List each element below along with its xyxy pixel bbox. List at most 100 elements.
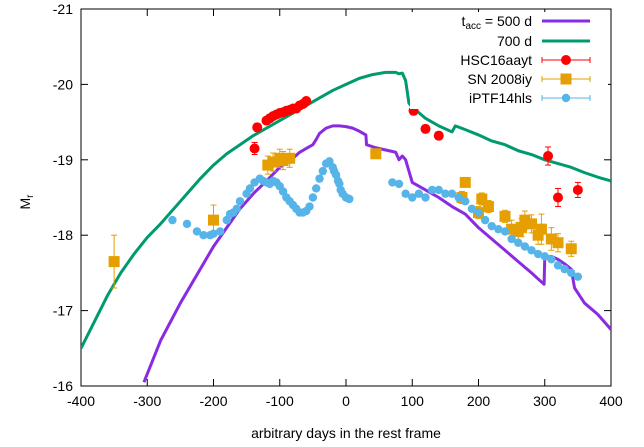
legend-label-t-acc-500-d: tacc = 500 d	[462, 13, 532, 32]
hsc16aayt-point	[543, 151, 554, 162]
iptf14hls-point	[573, 272, 583, 281]
iptf14hls-point	[192, 227, 202, 236]
sn-2008iy-point	[284, 152, 296, 164]
hsc16aayt-point	[249, 143, 260, 154]
iptf14hls-point	[199, 231, 208, 240]
plot-area	[81, 70, 611, 383]
iptf14hls-point	[245, 184, 255, 193]
sn-2008iy-point	[208, 214, 219, 226]
legend-label-sn-2008iy: SN 2008iy	[467, 71, 532, 87]
sn-2008iy-point	[565, 243, 577, 255]
iptf14hls-point	[311, 184, 321, 193]
sn-2008iy-point	[267, 156, 279, 168]
hsc16aayt-point	[301, 95, 312, 106]
sn-2008iy-point	[516, 222, 528, 234]
x-axis-label: arbitrary days in the rest frame	[251, 425, 441, 441]
iptf14hls-point	[215, 227, 225, 236]
hsc16aayt-point	[572, 184, 583, 195]
iptf14hls-point	[461, 197, 470, 206]
iptf14hls-point	[540, 252, 549, 261]
iptf14hls-point	[182, 219, 192, 229]
legend-label-hsc16aayt: HSC16aayt	[460, 52, 532, 68]
hsc16aayt-point	[252, 122, 263, 133]
legend-swatch-marker-sn-2008iy	[560, 73, 572, 85]
iptf14hls-point	[467, 204, 477, 214]
hsc16aayt-point	[420, 123, 431, 134]
iptf14hls-point	[560, 264, 569, 274]
iptf14hls-point	[567, 268, 576, 278]
hsc16aayt-point	[433, 130, 444, 141]
y-tick-label: -21	[53, 1, 73, 17]
hsc16aayt-point	[553, 192, 563, 203]
iptf14hls-point	[308, 193, 318, 202]
sn-2008iy-point	[476, 193, 488, 205]
x-tick-label: -400	[67, 393, 95, 409]
legend-label-prefix: t	[462, 13, 466, 29]
y-axis-label: Mr	[17, 194, 36, 210]
iptf14hls-point	[232, 204, 241, 214]
iptf14hls-point	[533, 249, 543, 259]
iptf14hls-point	[553, 261, 563, 270]
sn-2008iy-point	[459, 176, 471, 188]
iptf14hls-point	[318, 166, 328, 176]
iptf14hls-point	[441, 189, 450, 198]
x-tick-label: -200	[199, 393, 227, 409]
y-tick-label: -17	[53, 303, 73, 319]
ticks-layer: -400 -300 -200 -100 0 100 200 300 400 -16 -17 -18 -1…	[53, 1, 623, 409]
iptf14hls-point	[427, 185, 437, 195]
iptf14hls-point	[401, 189, 410, 198]
iptf14hls-point	[454, 193, 463, 202]
legend-label-rest: = 500 d	[481, 13, 532, 29]
legend-swatch-marker-iptf14hls	[561, 93, 571, 103]
y-axis-label-main: M	[17, 198, 33, 210]
series-line-700d	[81, 70, 611, 349]
iptf14hls-point	[487, 221, 496, 231]
x-tick-label: -100	[266, 393, 294, 409]
sn-2008iy-point	[482, 201, 494, 213]
iptf14hls-point	[414, 189, 424, 198]
iptf14hls-point	[209, 229, 218, 238]
legend-label-sub: acc	[465, 21, 481, 32]
iptf14hls-point	[527, 246, 536, 255]
iptf14hls-point	[168, 215, 177, 225]
iptf14hls-point	[345, 194, 354, 204]
x-tick-label: 100	[401, 393, 425, 409]
iptf14hls-point	[315, 174, 324, 183]
sn-2008iy-point	[108, 256, 120, 268]
x-tick-label: 400	[599, 393, 623, 409]
series-line-tacc-500d	[142, 124, 611, 383]
x-tick-label: 200	[467, 393, 491, 409]
sn-2008iy-point	[519, 214, 531, 226]
y-tick-label: -20	[53, 76, 73, 92]
x-tick-label: -300	[133, 393, 161, 409]
iptf14hls-point	[408, 193, 417, 202]
legend-label-700-d: 700 d	[497, 33, 532, 49]
sn-2008iy-point	[506, 223, 518, 235]
y-tick-label: -19	[53, 152, 73, 168]
y-tick-label: -16	[53, 378, 73, 394]
sn-2008iy-point	[499, 210, 511, 222]
iptf14hls-point	[447, 189, 457, 198]
iptf14hls-point	[394, 179, 404, 189]
iptf14hls-point	[434, 185, 443, 195]
sn-2008iy-point	[552, 237, 564, 249]
iptf14hls-point	[494, 224, 503, 234]
iptf14hls-point	[388, 178, 397, 187]
iptf14hls-point	[235, 197, 245, 206]
sn-2008iy-point	[277, 155, 289, 167]
iptf14hls-point	[514, 238, 523, 247]
iptf14hls-point	[547, 255, 556, 264]
series-layer	[81, 70, 611, 383]
iptf14hls-point	[500, 227, 510, 236]
iptf14hls-point	[507, 234, 516, 244]
iptf14hls-point	[421, 193, 430, 202]
iptf14hls-point	[474, 208, 483, 217]
x-tick-label: 300	[533, 393, 557, 409]
x-tick-label: 0	[342, 393, 350, 409]
y-axis-label-sub: r	[25, 194, 36, 198]
iptf14hls-point	[480, 215, 490, 225]
iptf14hls-point	[520, 242, 530, 251]
sn-2008iy-point	[535, 223, 547, 235]
sn-2008iy-point	[370, 148, 382, 160]
